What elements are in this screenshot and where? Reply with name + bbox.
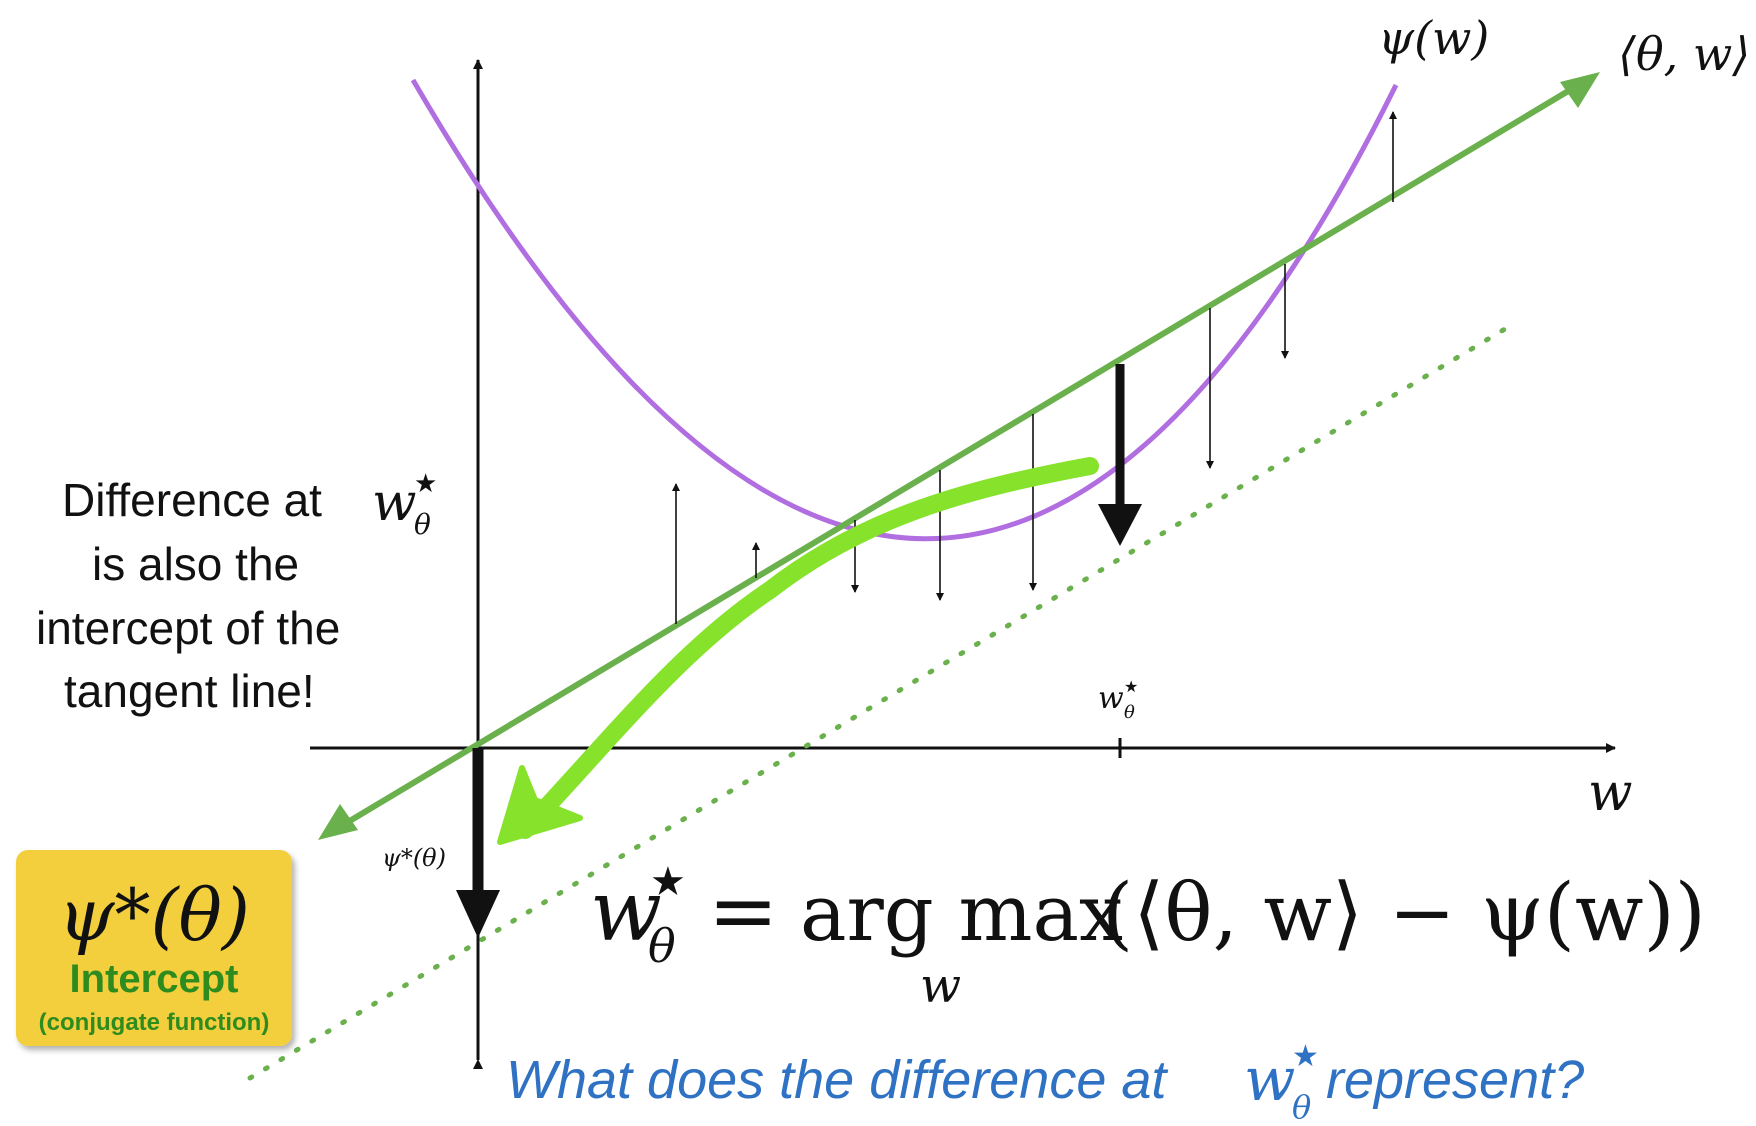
inner-product-line-arrowhead-left (318, 804, 358, 840)
inner-product-line-arrowhead-right (1560, 72, 1600, 108)
psi-curve (410, 78, 1399, 542)
psi-w-label: ψ(w) (1378, 11, 1489, 65)
equation-lhs-sup: ★ (650, 859, 686, 905)
left-note-line1: Difference at (62, 474, 322, 526)
left-note-line3: intercept of the (36, 602, 340, 654)
w-star-tick-label: w ★ θ (1098, 677, 1138, 723)
svg-text:θ: θ (1124, 702, 1135, 723)
equation-lhs: w (590, 862, 662, 960)
equation-lhs-sub: θ (648, 919, 676, 973)
question: What does the difference at w ★ θ repres… (506, 1039, 1584, 1126)
question-after: represent? (1326, 1050, 1584, 1110)
equation-operator: arg max (800, 869, 1123, 959)
left-note-line2: is also the (92, 538, 299, 590)
equation-operator-sub: w (920, 958, 961, 1014)
badge-subtitle: (conjugate function) (39, 1009, 270, 1036)
left-note: Difference at w ★ θ is also the intercep… (36, 469, 437, 717)
question-wstar-sub: θ (1292, 1088, 1311, 1126)
w-axis-label: w (1588, 763, 1633, 823)
equation-rhs: (⟨θ, w⟩ − ψ(w)) (1102, 866, 1706, 959)
left-note-wstar-sub: θ (414, 508, 431, 541)
intercept-badge: ψ*(θ) Intercept (conjugate function) (16, 850, 292, 1046)
question-before: What does the difference at (506, 1050, 1168, 1110)
badge-math: ψ*(θ) (58, 873, 250, 957)
argmax-equation: w ★ θ = arg max w (⟨θ, w⟩ − ψ(w)) (590, 859, 1706, 1014)
question-wstar-sup: ★ (1292, 1039, 1319, 1074)
left-note-line4: tangent line! (64, 665, 315, 717)
left-note-wstar-sup: ★ (414, 469, 437, 499)
inner-product-line (326, 75, 1592, 837)
badge-title: Intercept (70, 957, 239, 1001)
intercept-arrow (456, 748, 500, 938)
equation-equals: = (708, 862, 778, 960)
left-note-wstar: w (372, 473, 417, 533)
max-difference-arrow (1098, 364, 1142, 546)
difference-arrows (672, 111, 1397, 624)
question-wstar: w (1244, 1045, 1295, 1115)
inner-product-label: ⟨θ, w⟩ (1618, 27, 1750, 81)
highlight-arrow (497, 457, 1099, 845)
svg-text:w: w (1098, 681, 1124, 716)
tangent-line-dotted (247, 323, 1513, 1081)
svg-text:★: ★ (1124, 677, 1138, 696)
psi-star-small-label: ψ*(θ) (382, 844, 446, 872)
